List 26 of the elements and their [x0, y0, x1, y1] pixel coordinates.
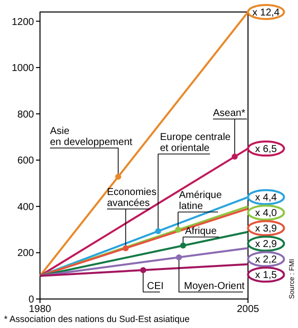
y-tick-label: 800	[17, 109, 34, 120]
y-tick-label: 1000	[12, 63, 34, 74]
data-label: x 4,0	[255, 208, 278, 220]
annotation: Afrique	[185, 226, 218, 237]
annotation: Moyen-Orient	[184, 281, 245, 292]
annotation: Asean*	[213, 108, 246, 119]
y-tick-label: 200	[17, 248, 34, 260]
data-label: x 3,9	[255, 224, 278, 235]
annotation: Asie en developpement	[50, 126, 133, 148]
y-tick-label: 0	[28, 294, 34, 306]
annotation: Economies avancées	[107, 187, 156, 209]
data-label: x 2,2	[255, 254, 278, 266]
y-tick-label: 1200	[12, 16, 34, 28]
x-tick-label: 2005	[236, 304, 260, 315]
data-label: x 6,5	[255, 144, 278, 156]
annotation: Europe centrale et orientale	[160, 132, 232, 154]
data-label: x 4,4	[255, 192, 278, 204]
x-tick-label: 1980	[28, 304, 52, 315]
data-label: x 12,4	[252, 8, 280, 18]
text: * Association des nations du Sud-Est asiatique	[4, 314, 190, 324]
data-label: x 2,9	[255, 239, 278, 250]
annotation: Amérique latine	[179, 190, 222, 212]
data-label: x 1,5	[255, 270, 278, 282]
y-tick-label: 600	[17, 156, 34, 167]
y-tick-label: 400	[17, 202, 34, 213]
annotation: CEI	[147, 281, 164, 292]
